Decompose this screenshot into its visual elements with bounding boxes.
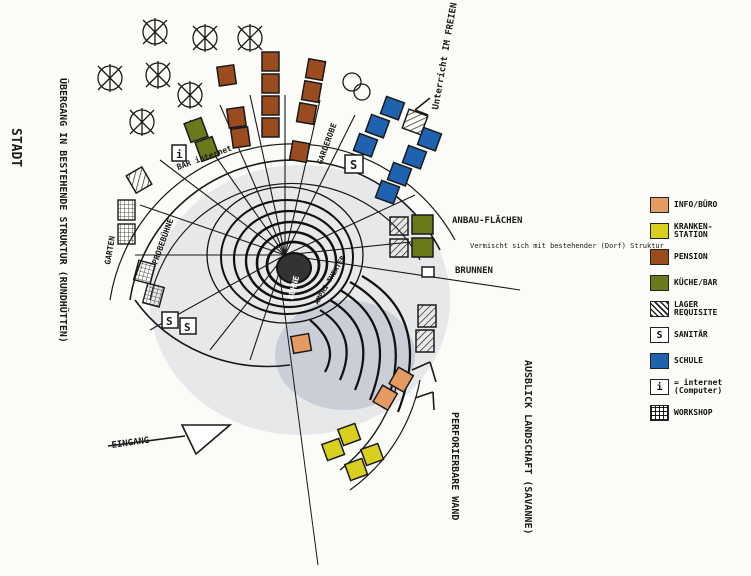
legend-label: WORKSHOP <box>674 408 713 417</box>
legend-label: LAGER REQUISITE <box>674 300 718 317</box>
legend-item-internet: i = internet (Computer) <box>650 374 750 400</box>
legend-swatch: i <box>650 379 669 395</box>
tree-icon <box>142 18 168 46</box>
legend-label: PENSION <box>674 252 708 261</box>
label-anbauflaechen: ANBAU-FLÄCHEN <box>452 215 522 226</box>
svg-text:S: S <box>184 321 191 334</box>
tree-icon <box>192 24 218 52</box>
label-garderobe: GARDEROBE <box>315 122 338 166</box>
svg-text:i: i <box>176 148 183 161</box>
info-boxes <box>289 332 415 412</box>
legend-label: INFO/BÜRO <box>674 200 718 209</box>
label-eingang: EINGANG <box>111 436 150 451</box>
svg-text:S: S <box>350 158 357 172</box>
label-perforierbare: PERFORIERBARE WAND <box>449 412 460 520</box>
storage-boxes <box>125 108 437 353</box>
legend-swatch <box>650 301 669 317</box>
tree-icon <box>145 61 171 89</box>
legend: INFO/BÜRO KRANKEN- STATION PENSION KÜCHE/BA… <box>650 192 750 426</box>
stage-spiral <box>206 186 364 324</box>
legend-swatch <box>650 223 669 239</box>
label-uebergang: ÜBERGANG IN BESTEHENDE STRUKTUR (RUNDHÜT… <box>57 78 71 343</box>
school-boxes <box>352 95 443 205</box>
legend-swatch <box>650 353 669 369</box>
tree-icon <box>177 81 203 109</box>
kitchen-boxes <box>183 116 434 258</box>
svg-text:S: S <box>166 315 173 328</box>
legend-item-lager: LAGER REQUISITE <box>650 296 750 322</box>
legend-swatch <box>650 249 669 265</box>
sanitary-boxes: S S S i <box>161 144 435 335</box>
label-ausblick: AUSBLICK LANDSCHAFT (SAVANNE) <box>522 360 533 535</box>
legend-item-kueche: KÜCHE/BAR <box>650 270 750 296</box>
legend-label: = internet (Computer) <box>674 378 723 395</box>
legend-label: KRANKEN- STATION <box>674 222 713 239</box>
tree-icon <box>129 108 155 136</box>
tree-icon <box>97 64 123 92</box>
hospital-boxes <box>320 422 385 482</box>
legend-swatch: S <box>650 327 669 343</box>
legend-item-schule: SCHULE <box>650 348 750 374</box>
tree-icons <box>97 18 371 136</box>
legend-swatch <box>650 197 669 213</box>
legend-label: SCHULE <box>674 356 703 365</box>
legend-item-kranken: KRANKEN- STATION <box>650 218 750 244</box>
workshop-boxes <box>117 199 166 308</box>
label-stadt: STADT <box>8 128 23 167</box>
legend-swatch <box>650 405 669 421</box>
legend-label: SANITÄR <box>674 330 708 339</box>
entrance-arrow <box>107 97 437 456</box>
tree-icon <box>237 24 263 52</box>
label-vermischt: Vermischt sich mit bestehender (Dorf) St… <box>470 242 664 250</box>
label-garten: GARTEN <box>103 235 117 265</box>
label-brunnen: BRUNNEN <box>455 266 493 276</box>
label-unterricht: Unterricht IM FREIEN (Wochentl.) <box>430 0 471 111</box>
legend-item-workshop: WORKSHOP <box>650 400 750 426</box>
legend-item-pension: PENSION <box>650 244 750 270</box>
tree-icon <box>342 72 371 101</box>
legend-swatch <box>650 275 669 291</box>
legend-item-info: INFO/BÜRO <box>650 192 750 218</box>
legend-item-sanitaer: S SANITÄR <box>650 322 750 348</box>
pension-boxes <box>215 51 327 164</box>
legend-label: KÜCHE/BAR <box>674 278 718 287</box>
